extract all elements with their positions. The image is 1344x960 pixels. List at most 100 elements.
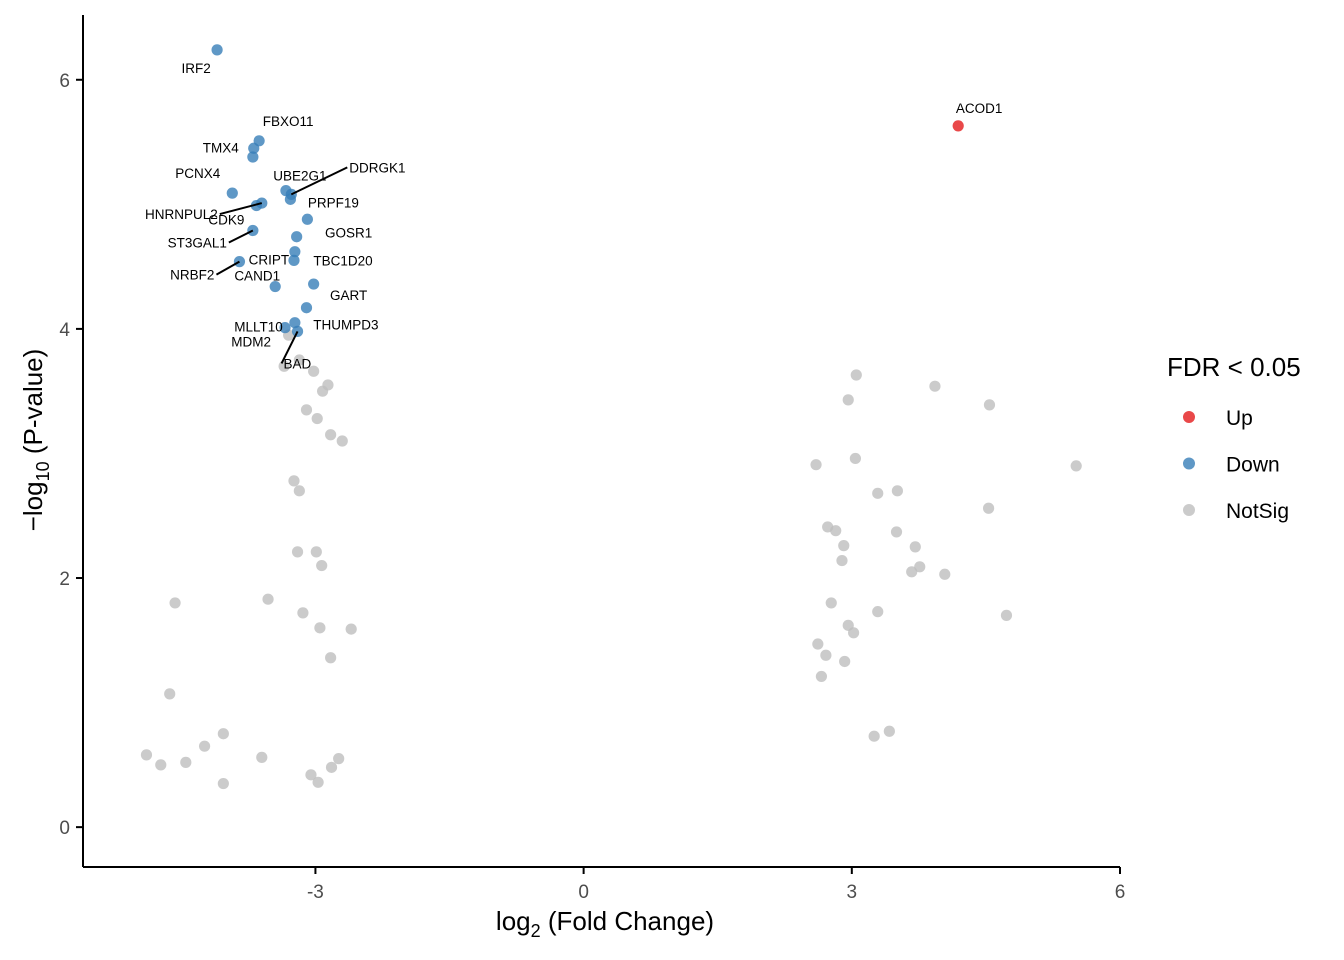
notsig-point — [891, 485, 904, 497]
gene-label: DDRGK1 — [349, 160, 405, 175]
down-point — [288, 254, 300, 266]
notsig-points — [140, 329, 1082, 790]
y-tick-label: 2 — [59, 569, 70, 590]
notsig-point — [198, 740, 211, 752]
notsig-point — [155, 759, 167, 771]
notsig-point — [293, 485, 305, 497]
down-point — [291, 231, 303, 243]
x-tick-label: 3 — [847, 882, 858, 903]
down-points — [211, 44, 320, 337]
x-tick-label: 6 — [1115, 882, 1126, 903]
notsig-point — [310, 546, 322, 558]
notsig-point — [1070, 460, 1082, 472]
notsig-point — [316, 559, 328, 572]
notsig-point — [825, 597, 837, 609]
label-connector — [215, 260, 240, 276]
x-axis-title-rest: (Fold Change) — [541, 906, 714, 936]
label-connectors — [215, 166, 348, 364]
down-point — [248, 142, 260, 154]
gene-label: GOSR1 — [325, 226, 372, 241]
down-point — [211, 44, 223, 56]
gene-label: MLLT10 — [234, 320, 283, 335]
notsig-point — [293, 354, 305, 366]
notsig-point — [883, 725, 895, 737]
notsig-point — [325, 652, 337, 664]
label-connector — [280, 330, 299, 364]
notsig-point — [868, 730, 880, 742]
gene-label: GART — [330, 288, 367, 303]
label-connector — [219, 202, 263, 216]
y-axis-title: −log10 (P-value) — [18, 349, 53, 532]
notsig-point — [982, 502, 995, 514]
gene-label: HNRNPUL2 — [145, 207, 218, 222]
notsig-point — [815, 670, 828, 683]
y-axis-ticks: 0 2 4 6 — [59, 71, 83, 839]
notsig-point — [914, 561, 926, 573]
notsig-point — [820, 649, 832, 661]
gene-label: TMX4 — [203, 140, 239, 155]
notsig-point — [830, 525, 842, 537]
legend-label: Down — [1226, 454, 1280, 477]
notsig-point — [872, 606, 884, 618]
x-tick-label: 0 — [578, 882, 589, 903]
gene-label: NRBF2 — [170, 268, 214, 283]
notsig-point — [333, 753, 345, 765]
legend-key — [1183, 411, 1195, 423]
y-axis-title-rest: (P-value) — [18, 349, 48, 462]
notsig-point — [180, 756, 192, 768]
gene-label: PCNX4 — [175, 166, 221, 181]
notsig-point — [847, 627, 860, 639]
notsig-point — [890, 526, 903, 538]
gene-labels: ACOD1 IRF2 FBXO11 TMX4 UBE2G1 DDRGK1 PCNX4 HNRN… — [145, 61, 1002, 372]
y-axis-title-subscript: 10 — [33, 461, 53, 481]
notsig-point — [256, 751, 268, 763]
notsig-point — [850, 369, 862, 381]
label-connector — [290, 166, 348, 196]
legend-key — [1183, 504, 1195, 516]
notsig-point — [839, 655, 851, 668]
gene-label: MDM2 — [231, 335, 271, 350]
notsig-point — [849, 452, 861, 465]
notsig-point — [810, 459, 822, 471]
notsig-point — [297, 607, 309, 619]
notsig-point — [140, 749, 153, 761]
down-point — [247, 151, 259, 163]
notsig-point — [1000, 609, 1013, 621]
down-point — [279, 322, 291, 334]
x-axis-title: log2 (Fold Change) — [496, 906, 714, 941]
x-axis-title-main: log — [496, 906, 531, 936]
gene-label: UBE2G1 — [273, 169, 326, 184]
down-point — [300, 302, 313, 314]
y-tick-label: 6 — [59, 71, 70, 92]
legend: FDR < 0.05 Up Down NotSig — [1167, 352, 1301, 523]
legend-label: NotSig — [1226, 500, 1289, 523]
up-point — [952, 120, 964, 132]
notsig-point — [325, 761, 338, 773]
notsig-point — [929, 380, 941, 392]
down-point — [308, 278, 320, 290]
gene-label: CAND1 — [234, 269, 280, 284]
notsig-point — [983, 399, 996, 411]
down-point — [226, 187, 238, 199]
notsig-point — [164, 688, 176, 700]
gene-label: PRPF19 — [308, 195, 359, 210]
x-axis-ticks: -3 0 3 6 — [307, 867, 1125, 903]
notsig-point — [217, 728, 229, 740]
notsig-point — [314, 622, 326, 634]
notsig-point — [316, 385, 329, 397]
notsig-point — [939, 568, 951, 580]
notsig-point — [345, 623, 357, 635]
notsig-point — [838, 540, 850, 552]
gene-label: BAD — [284, 356, 312, 371]
up-points — [952, 120, 964, 132]
notsig-point — [262, 593, 274, 605]
notsig-point — [325, 429, 337, 441]
gene-label: TBC1D20 — [313, 253, 372, 268]
down-point — [269, 280, 281, 293]
notsig-point — [308, 365, 320, 377]
notsig-point — [906, 566, 918, 578]
notsig-point — [311, 412, 323, 425]
down-point — [289, 246, 301, 258]
gene-label: ST3GAL1 — [168, 235, 227, 250]
legend-label: Up — [1226, 407, 1253, 430]
